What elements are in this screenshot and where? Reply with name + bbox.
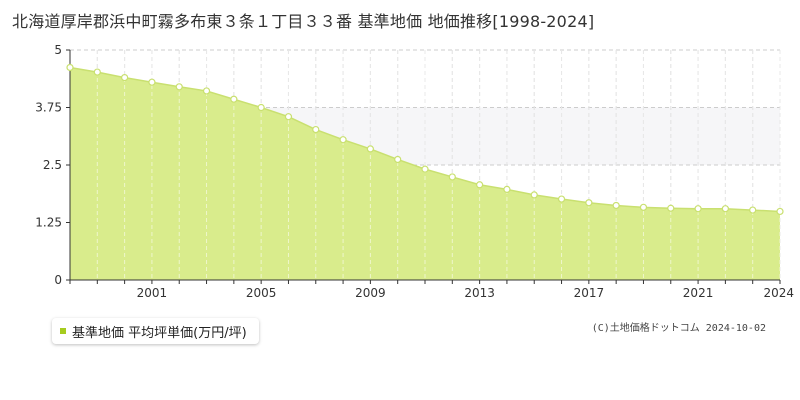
data-point <box>421 165 429 173</box>
x-tick-label: 2013 <box>464 286 495 300</box>
data-point <box>476 181 484 189</box>
data-point <box>202 87 211 95</box>
y-axis-ticks: 0 1.25 2.5 3.75 5 <box>35 43 70 287</box>
legend-label: 基準地価 平均坪単価(万円/坪) <box>72 325 247 341</box>
data-point <box>66 63 74 72</box>
legend: 基準地価 平均坪単価(万円/坪) <box>52 318 259 344</box>
data-point <box>121 73 129 82</box>
y-tick-label: 1.25 <box>35 216 62 230</box>
x-axis-ticks: 2001 2005 2009 2013 2017 2021 2024 <box>69 280 794 300</box>
x-tick-label: 2021 <box>683 286 714 300</box>
data-point <box>749 206 757 214</box>
data-point <box>639 203 648 211</box>
y-tick-label: 3.75 <box>35 101 62 115</box>
data-point <box>148 78 156 86</box>
data-point <box>93 68 101 76</box>
data-point <box>667 204 675 212</box>
data-point <box>694 205 702 213</box>
y-tick-label: 2.5 <box>43 158 62 172</box>
series-area-fill <box>70 67 780 280</box>
data-points <box>66 63 784 216</box>
y-tick-label: 0 <box>54 273 62 287</box>
data-point <box>366 145 374 153</box>
chart-title: 北海道厚岸郡浜中町霧多布東３条１丁目３３番 基準地価 地価推移[1998-202… <box>12 12 595 31</box>
x-tick-label: 2024 <box>763 286 794 300</box>
data-point <box>721 205 729 213</box>
legend-swatch <box>60 328 66 334</box>
data-point <box>530 191 538 199</box>
data-point <box>557 195 566 203</box>
data-point <box>257 103 265 112</box>
data-point <box>448 173 456 181</box>
data-point <box>284 113 293 121</box>
data-point <box>585 199 593 207</box>
x-tick-label: 2005 <box>246 286 277 300</box>
data-point <box>339 136 347 144</box>
data-point <box>230 95 238 103</box>
x-tick-label: 2001 <box>137 286 168 300</box>
data-point <box>503 185 511 193</box>
y-tick-label: 5 <box>54 43 62 57</box>
data-point <box>394 155 402 164</box>
data-point <box>175 83 183 91</box>
data-point <box>312 125 320 134</box>
copyright-text: (C)土地価格ドットコム 2024-10-02 <box>591 323 766 334</box>
data-point <box>776 207 784 216</box>
x-tick-label: 2017 <box>574 286 605 300</box>
x-tick-label: 2009 <box>355 286 386 300</box>
data-point <box>612 201 620 210</box>
